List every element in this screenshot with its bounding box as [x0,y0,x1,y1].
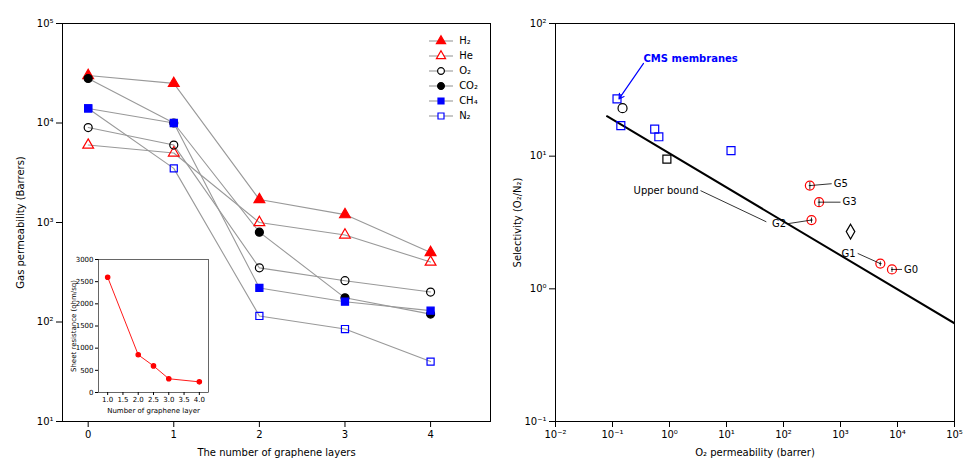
svg-text:4.0: 4.0 [194,396,205,404]
svg-text:2: 2 [256,429,262,440]
svg-text:10⁻¹: 10⁻¹ [524,416,546,427]
svg-text:G2: G2 [772,218,786,229]
html-text:CH₄: CH₄ [459,95,478,106]
svg-text:0: 0 [85,429,91,440]
html-text:He: He [459,50,473,61]
svg-text:10⁴: 10⁴ [889,429,906,440]
svg-text:G1: G1 [842,248,856,259]
svg-text:3: 3 [342,429,348,440]
svg-text:Gas permeability (Barrers): Gas permeability (Barrers) [15,156,26,289]
svg-text:10³: 10³ [832,429,849,440]
svg-text:3.5: 3.5 [178,396,189,404]
svg-text:O₂ permeability (barrer): O₂ permeability (barrer) [695,447,815,458]
svg-text:Selectivity (O₂/N₂): Selectivity (O₂/N₂) [512,177,523,267]
svg-text:CMS membranes: CMS membranes [644,53,738,64]
svg-text:10²: 10² [37,316,54,327]
svg-text:1.0: 1.0 [102,396,113,404]
svg-text:Number of graphene layer: Number of graphene layer [107,407,200,415]
svg-text:1: 1 [171,429,177,440]
svg-text:1500: 1500 [75,322,94,331]
svg-text:0: 0 [89,389,93,397]
svg-text:G5: G5 [834,178,848,189]
svg-text:4: 4 [427,429,433,440]
svg-text:G3: G3 [843,196,857,207]
html-text:H₂: H₂ [459,35,471,46]
svg-text:10⁰: 10⁰ [530,283,547,294]
html-text:O₂: O₂ [459,65,471,76]
svg-text:3000: 3000 [76,256,94,264]
svg-text:Upper bound: Upper bound [634,185,699,196]
svg-text:2000: 2000 [75,300,94,309]
svg-text:2500: 2500 [75,277,94,286]
svg-text:10⁵: 10⁵ [946,429,963,440]
html-text:CO₂: CO₂ [459,80,478,91]
svg-text:3.0: 3.0 [163,396,174,404]
html-text:N₂: N₂ [459,110,471,121]
svg-text:10⁴: 10⁴ [37,117,54,128]
svg-text:10⁻¹: 10⁻¹ [601,429,623,440]
svg-text:10²: 10² [775,429,792,440]
svg-text:The number of graphene layers: The number of graphene layers [196,447,355,458]
svg-text:2.5: 2.5 [148,396,159,404]
svg-text:10³: 10³ [37,217,54,228]
svg-text:1.5: 1.5 [117,396,128,404]
svg-text:10⁰: 10⁰ [661,429,678,440]
svg-text:10⁵: 10⁵ [37,18,54,29]
svg-text:10¹: 10¹ [530,150,547,161]
svg-text:10¹: 10¹ [718,429,735,440]
svg-text:2.0: 2.0 [133,396,144,404]
svg-text:10¹: 10¹ [37,416,54,427]
svg-text:500: 500 [80,367,93,375]
svg-text:G0: G0 [904,264,918,275]
svg-text:1000: 1000 [75,344,94,353]
svg-text:10⁻²: 10⁻² [544,429,566,440]
svg-text:10²: 10² [530,18,547,29]
svg-text:Sheet resistance (ohm/sq): Sheet resistance (ohm/sq) [70,280,78,372]
